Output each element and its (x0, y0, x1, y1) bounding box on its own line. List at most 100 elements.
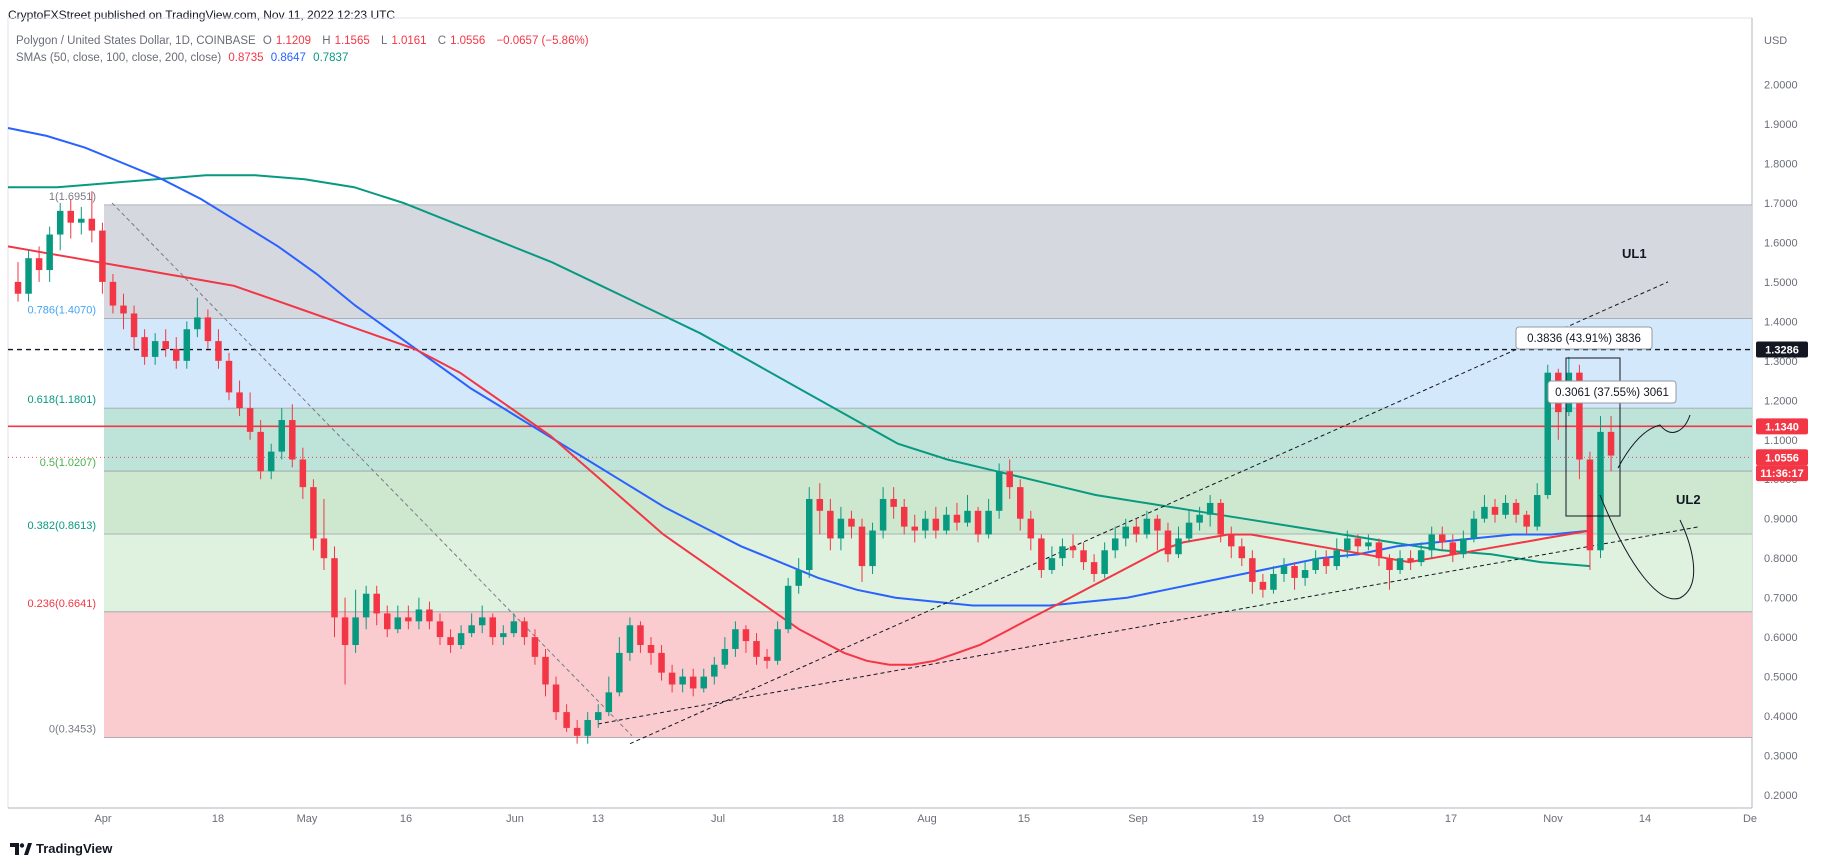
fib-label: 0.786(1.4070) (28, 305, 97, 317)
candle (742, 625, 750, 653)
candle-body (858, 526, 866, 567)
tradingview-footer[interactable]: TradingView (10, 841, 112, 856)
candle (436, 613, 444, 646)
candle (1512, 498, 1520, 523)
sma200-value: 0.7837 (313, 52, 349, 64)
candle-body (1217, 502, 1224, 535)
candle (1470, 510, 1478, 543)
x-tick-label: 14 (1639, 813, 1651, 825)
candle-body (721, 648, 729, 665)
candle (183, 321, 191, 369)
candle (1533, 483, 1541, 531)
candle-body (194, 317, 201, 330)
candle (500, 625, 507, 646)
candle (1196, 506, 1203, 531)
candle (1597, 416, 1604, 559)
x-tick-label: Jul (711, 813, 725, 825)
sma50-line (7, 245, 1591, 666)
candle-body (563, 712, 570, 728)
candle (784, 577, 792, 634)
candle (1059, 538, 1066, 567)
fib-label: 0.618(1.1801) (28, 394, 97, 406)
candle-body (1481, 506, 1488, 519)
candle-body (626, 625, 634, 653)
candle-body (1544, 372, 1551, 496)
candle-body (1460, 538, 1467, 555)
candle-body (78, 218, 85, 223)
sma50-value: 0.8735 (228, 52, 264, 64)
candle (194, 297, 201, 338)
price-marker-label: 1.3286 (1765, 345, 1799, 357)
candle (890, 487, 897, 519)
candle (774, 621, 781, 665)
x-tick-label: May (297, 813, 318, 825)
candle-body (1111, 538, 1119, 551)
fib-label: 0.5(1.0207) (40, 457, 96, 469)
candle-body (436, 621, 444, 638)
candle-body (616, 652, 623, 693)
candle-body (384, 613, 391, 630)
candle (595, 704, 602, 728)
candle (1069, 534, 1077, 559)
price-marker: 11:36:17 (1756, 465, 1808, 482)
sma-label[interactable]: SMAs (50, close, 100, close, 200, close) (16, 52, 222, 64)
x-tick-label: 17 (1445, 813, 1457, 825)
candle (162, 329, 169, 357)
candle (974, 506, 982, 543)
y-tick-label: 0.7000 (1764, 593, 1798, 605)
candle (35, 246, 43, 282)
candle (99, 222, 106, 294)
candle-body (88, 218, 96, 231)
candle-body (215, 341, 222, 361)
y-tick-label: 0.6000 (1764, 632, 1798, 644)
candle-body (1238, 546, 1246, 559)
candle-body (1027, 518, 1035, 539)
low-value: L 1.0161 (380, 35, 427, 47)
measure-label-1: 0.3836 (43.91%) 3836 (1527, 333, 1641, 345)
candle-body (468, 625, 475, 634)
y-tick-label: 1.5000 (1764, 277, 1798, 289)
candle (257, 420, 264, 480)
candle (1333, 538, 1340, 571)
candle (1238, 538, 1246, 567)
candle-body (1344, 538, 1351, 551)
price-marker: 1.0556 (1756, 449, 1808, 466)
candle-body (1386, 558, 1393, 571)
candle-body (521, 621, 528, 638)
candle (405, 605, 412, 630)
candle (447, 629, 454, 653)
candle-body (1196, 514, 1203, 523)
currency-label: USD (1764, 35, 1787, 47)
candle-body (1439, 534, 1446, 543)
candle (858, 518, 866, 582)
candle (1143, 510, 1151, 539)
candle (827, 498, 834, 551)
symbol-name[interactable]: Polygon / United States Dollar, 1D, COIN… (16, 35, 256, 47)
close-value: C 1.0556 (437, 35, 486, 47)
candle (415, 597, 423, 630)
x-tick-label: 16 (400, 813, 412, 825)
candle-body (415, 609, 423, 622)
candle-body (331, 558, 338, 618)
candle-body (1006, 471, 1013, 488)
candle (1217, 498, 1224, 543)
price-marker-label: 1.1340 (1765, 421, 1799, 433)
candle-body (67, 210, 74, 223)
candle-body (848, 518, 855, 527)
candle-body (447, 637, 454, 646)
candle-body (14, 281, 22, 294)
fib-zone (104, 204, 1752, 319)
candle-body (1607, 431, 1615, 456)
candle-body (932, 518, 940, 531)
candle (1017, 479, 1024, 531)
candle-body (1576, 372, 1583, 460)
candle-body (1301, 570, 1309, 578)
candle (552, 676, 560, 721)
candle (120, 293, 127, 330)
candle (373, 585, 380, 626)
candle (658, 645, 665, 681)
candle-body (700, 676, 707, 689)
candle-body (173, 348, 180, 361)
candle-body (542, 656, 549, 685)
